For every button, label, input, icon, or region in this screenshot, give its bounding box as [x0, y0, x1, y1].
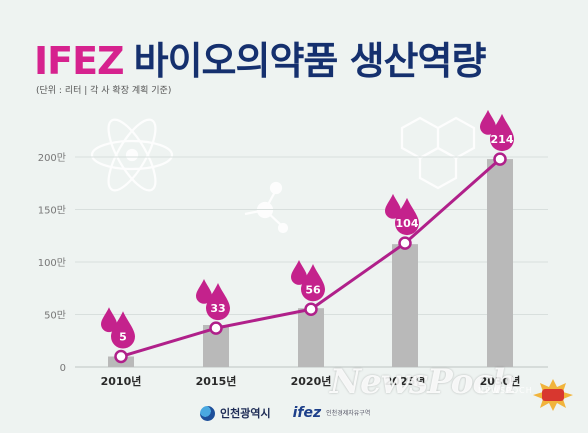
molecule-atom: [269, 181, 283, 195]
line-series: [114, 152, 507, 364]
drop-icon: [395, 197, 419, 236]
watermark-badge-icon: [533, 379, 573, 411]
footer-logos: 인천광역시 ifez 인천경제자유구역: [200, 401, 430, 425]
drop-small-icon: [385, 193, 401, 219]
data-label: 33: [210, 302, 225, 315]
drop-small-icon: [480, 109, 496, 135]
line-point: [114, 349, 128, 364]
drop-small-icon: [291, 260, 307, 285]
y-tick-label: 150만: [38, 205, 66, 217]
value-drops: 5 33 56 104 214: [101, 109, 514, 349]
line-point: [209, 321, 223, 335]
watermark-small: NEWSPOCH: [478, 386, 533, 395]
title-brand: IFEZ: [34, 39, 125, 83]
atom-orbit: [90, 139, 174, 171]
incheon-logo-text: 인천광역시: [220, 407, 271, 420]
y-tick-label: 50만: [44, 310, 66, 322]
bar: [298, 308, 324, 367]
atom-orbit: [107, 118, 157, 192]
drop-icon: [111, 311, 135, 349]
incheon-logo: 인천광역시: [200, 405, 271, 421]
x-tick-label: 2010년: [101, 374, 142, 388]
x-axis-ticks: 2010년 2015년 2020년 2025년 2030년: [101, 374, 521, 388]
line-point: [398, 236, 412, 250]
y-axis-ticks: 0 50만 100만 150만 200만: [38, 152, 66, 374]
bars: [108, 159, 513, 367]
drop-icon: [490, 113, 514, 152]
y-tick-label: 200만: [38, 152, 66, 164]
x-tick-label: 2030년: [480, 374, 521, 388]
line-point: [304, 302, 318, 316]
unit-note: (단위 : 리터 | 각 사 확장 계획 기준): [36, 86, 172, 96]
incheon-emblem-icon: [200, 405, 215, 421]
page-title: IFEZ 바이오의약품 생산역량: [34, 30, 487, 85]
drop-icon: [301, 264, 325, 302]
ifez-logo: ifez 인천경제자유구역: [293, 405, 371, 421]
data-label: 214: [491, 133, 514, 146]
drop-small-icon: [196, 278, 212, 304]
y-tick-label: 100만: [38, 257, 66, 269]
x-tick-label: 2020년: [291, 374, 332, 388]
y-tick-label: 0: [60, 363, 66, 374]
drop-small-icon: [101, 307, 117, 333]
atom-orbit: [107, 118, 157, 192]
data-label: 104: [396, 217, 419, 230]
bar: [487, 159, 513, 367]
data-label: 56: [305, 283, 321, 296]
molecule-atom: [277, 222, 289, 234]
hexagon-structure: [418, 146, 458, 190]
x-tick-label: 2025년: [385, 374, 426, 388]
line-point: [493, 152, 507, 166]
bar: [392, 244, 418, 367]
watermark-logo: NewsPoch: [330, 362, 517, 402]
drop-icon: [206, 282, 230, 321]
ifez-logo-sub: 인천경제자유구역: [326, 409, 371, 417]
ifez-logo-mark: ifez: [292, 405, 322, 421]
title-rest: 바이오의약품 생산역량: [133, 39, 487, 83]
x-tick-label: 2015년: [196, 374, 237, 388]
atom-nucleus: [125, 148, 139, 162]
data-label: 5: [119, 331, 127, 344]
background-decorations: [90, 116, 476, 234]
